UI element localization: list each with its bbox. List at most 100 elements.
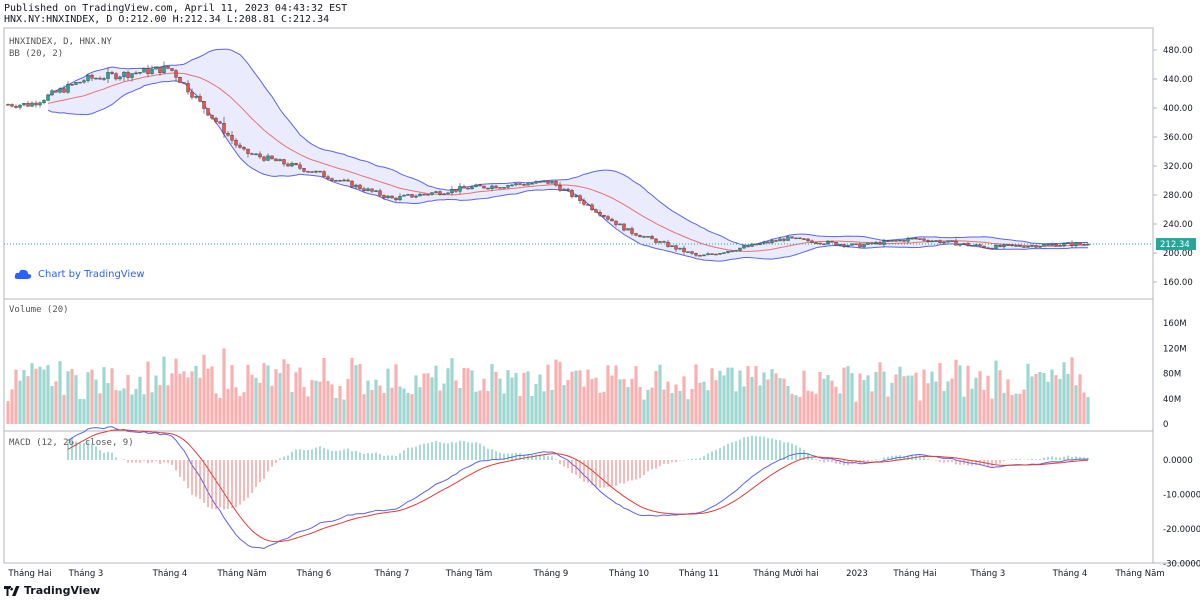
candle-body — [634, 233, 638, 236]
volume-bar — [534, 383, 538, 424]
candle-body — [398, 196, 402, 201]
volume-bar — [750, 376, 754, 424]
candle-body — [658, 241, 662, 243]
candle-body — [334, 180, 338, 182]
candle-body — [1034, 245, 1038, 248]
candle-body — [598, 212, 602, 216]
candle-body — [626, 228, 630, 231]
candle-body — [1058, 245, 1062, 247]
candle-body — [358, 184, 362, 189]
volume-bar — [906, 375, 910, 424]
volume-bar — [98, 393, 102, 424]
candle-body — [926, 240, 930, 242]
candle-body — [1026, 246, 1030, 248]
volume-bar — [114, 390, 118, 424]
volume-bar — [646, 389, 650, 424]
candle-body — [422, 193, 426, 196]
volume-bar — [926, 383, 930, 424]
candle-body — [14, 106, 18, 108]
volume-bar — [954, 359, 958, 424]
volume-bar — [722, 375, 726, 424]
volume-bar — [662, 389, 666, 424]
volume-bar — [50, 386, 54, 424]
volume-bar — [154, 375, 158, 424]
candle-body — [446, 192, 450, 195]
candle-body — [262, 156, 266, 161]
volume-bar — [726, 367, 730, 424]
candle-body — [74, 82, 78, 85]
volume-bar — [650, 387, 654, 424]
candle-body — [770, 240, 774, 244]
candle-body — [258, 153, 262, 158]
volume-bar — [62, 394, 66, 424]
candle-body — [838, 244, 842, 246]
volume-bar — [158, 385, 162, 424]
candle-body — [1082, 244, 1086, 246]
candle-body — [942, 241, 946, 244]
candle-body — [986, 247, 990, 249]
volume-bar — [322, 357, 326, 424]
volume-bar — [1014, 393, 1018, 424]
volume-bar — [442, 383, 446, 424]
volume-bar — [626, 387, 630, 424]
candle-body — [714, 253, 718, 256]
candle-body — [606, 216, 610, 220]
volume-bar — [874, 371, 878, 424]
chart-watermark[interactable]: Chart by TradingView — [14, 268, 145, 280]
x-tick-label: Tháng Tám — [445, 569, 493, 579]
candle-body — [174, 70, 178, 78]
volume-bar — [702, 381, 706, 424]
volume-bar — [1074, 385, 1078, 424]
candle-body — [486, 187, 490, 190]
volume-bar — [82, 399, 86, 424]
candle-body — [1046, 244, 1050, 246]
candle-body — [870, 242, 874, 245]
candle-body — [294, 163, 298, 166]
volume-bar — [30, 363, 34, 424]
candle-body — [30, 102, 34, 107]
tradingview-logo[interactable]: TradingView — [4, 584, 100, 597]
volume-bar — [178, 373, 182, 424]
volume-tick-label: 40M — [1163, 395, 1181, 405]
volume-bar — [938, 363, 942, 424]
candle-body — [438, 191, 442, 195]
candle-body — [766, 241, 770, 244]
macd-pane-title: MACD (12, 26, close, 9) — [9, 438, 134, 448]
candle-body — [850, 243, 854, 246]
candle-body — [1050, 244, 1054, 246]
volume-bar — [1070, 357, 1074, 424]
candle-body — [1022, 246, 1026, 248]
candle-body — [70, 83, 74, 86]
volume-bar — [610, 375, 614, 424]
candle-body — [778, 238, 782, 242]
candle-body — [618, 223, 622, 226]
candle-body — [150, 68, 154, 74]
volume-bar — [810, 391, 814, 424]
volume-bar — [1022, 389, 1026, 424]
volume-tick-label: 160M — [1163, 319, 1187, 329]
candle-body — [654, 238, 658, 243]
volume-bar — [738, 370, 742, 424]
volume-bar — [398, 386, 402, 424]
volume-bar — [194, 365, 198, 424]
candle-body — [226, 132, 230, 136]
volume-bar — [670, 393, 674, 424]
volume-bar — [1078, 374, 1082, 424]
volume-bar — [254, 377, 258, 424]
volume-bar — [46, 365, 50, 424]
candle-body — [630, 228, 634, 234]
candle-body — [974, 244, 978, 246]
candle-body — [842, 244, 846, 247]
x-tick-label: 2023 — [846, 569, 868, 579]
volume-bar — [594, 377, 598, 424]
volume-bar — [754, 366, 758, 424]
candle-body — [290, 163, 294, 167]
volume-bar — [538, 374, 542, 424]
volume-bar — [410, 394, 414, 424]
candle-body — [802, 238, 806, 240]
volume-bar — [994, 360, 998, 424]
volume-bar — [1030, 376, 1034, 424]
price-tick-label: 320.00 — [1163, 162, 1193, 172]
ohlc-line: HNX.NY:HNXINDEX, D O:212.00 H:212.34 L:2… — [4, 14, 330, 25]
